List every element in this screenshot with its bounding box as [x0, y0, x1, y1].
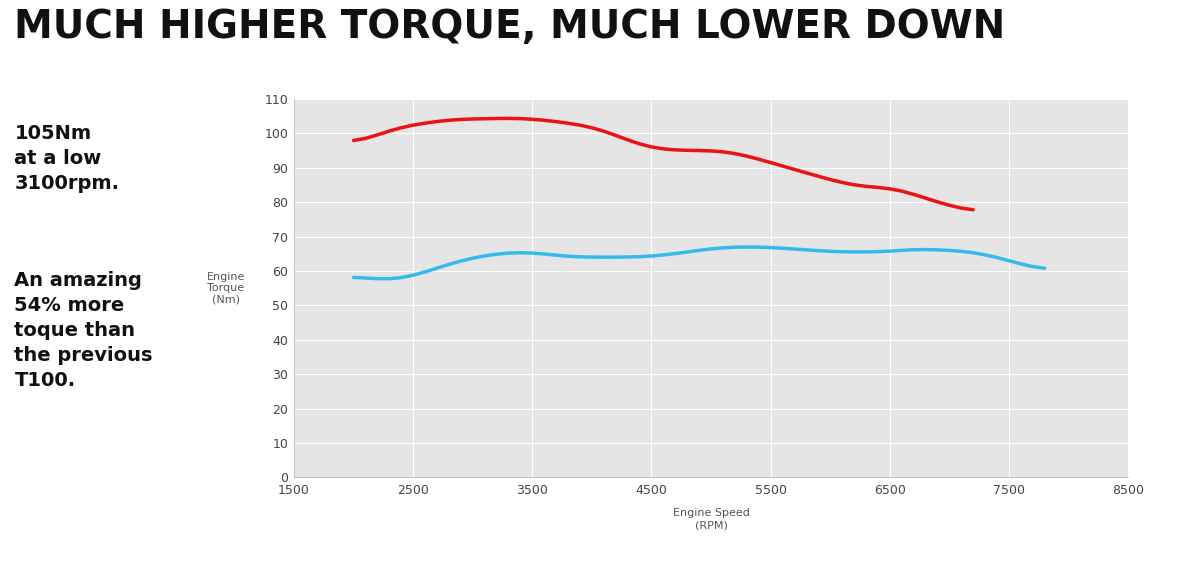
Text: MUCH HIGHER TORQUE, MUCH LOWER DOWN: MUCH HIGHER TORQUE, MUCH LOWER DOWN	[14, 8, 1006, 46]
Text: An amazing
54% more
toque than
the previous
T100.: An amazing 54% more toque than the previ…	[14, 271, 152, 390]
X-axis label: Engine Speed
(RPM): Engine Speed (RPM)	[672, 508, 750, 530]
Text: 105Nm
at a low
3100rpm.: 105Nm at a low 3100rpm.	[14, 124, 120, 193]
Y-axis label: Engine
Torque
(Nm): Engine Torque (Nm)	[206, 272, 245, 305]
